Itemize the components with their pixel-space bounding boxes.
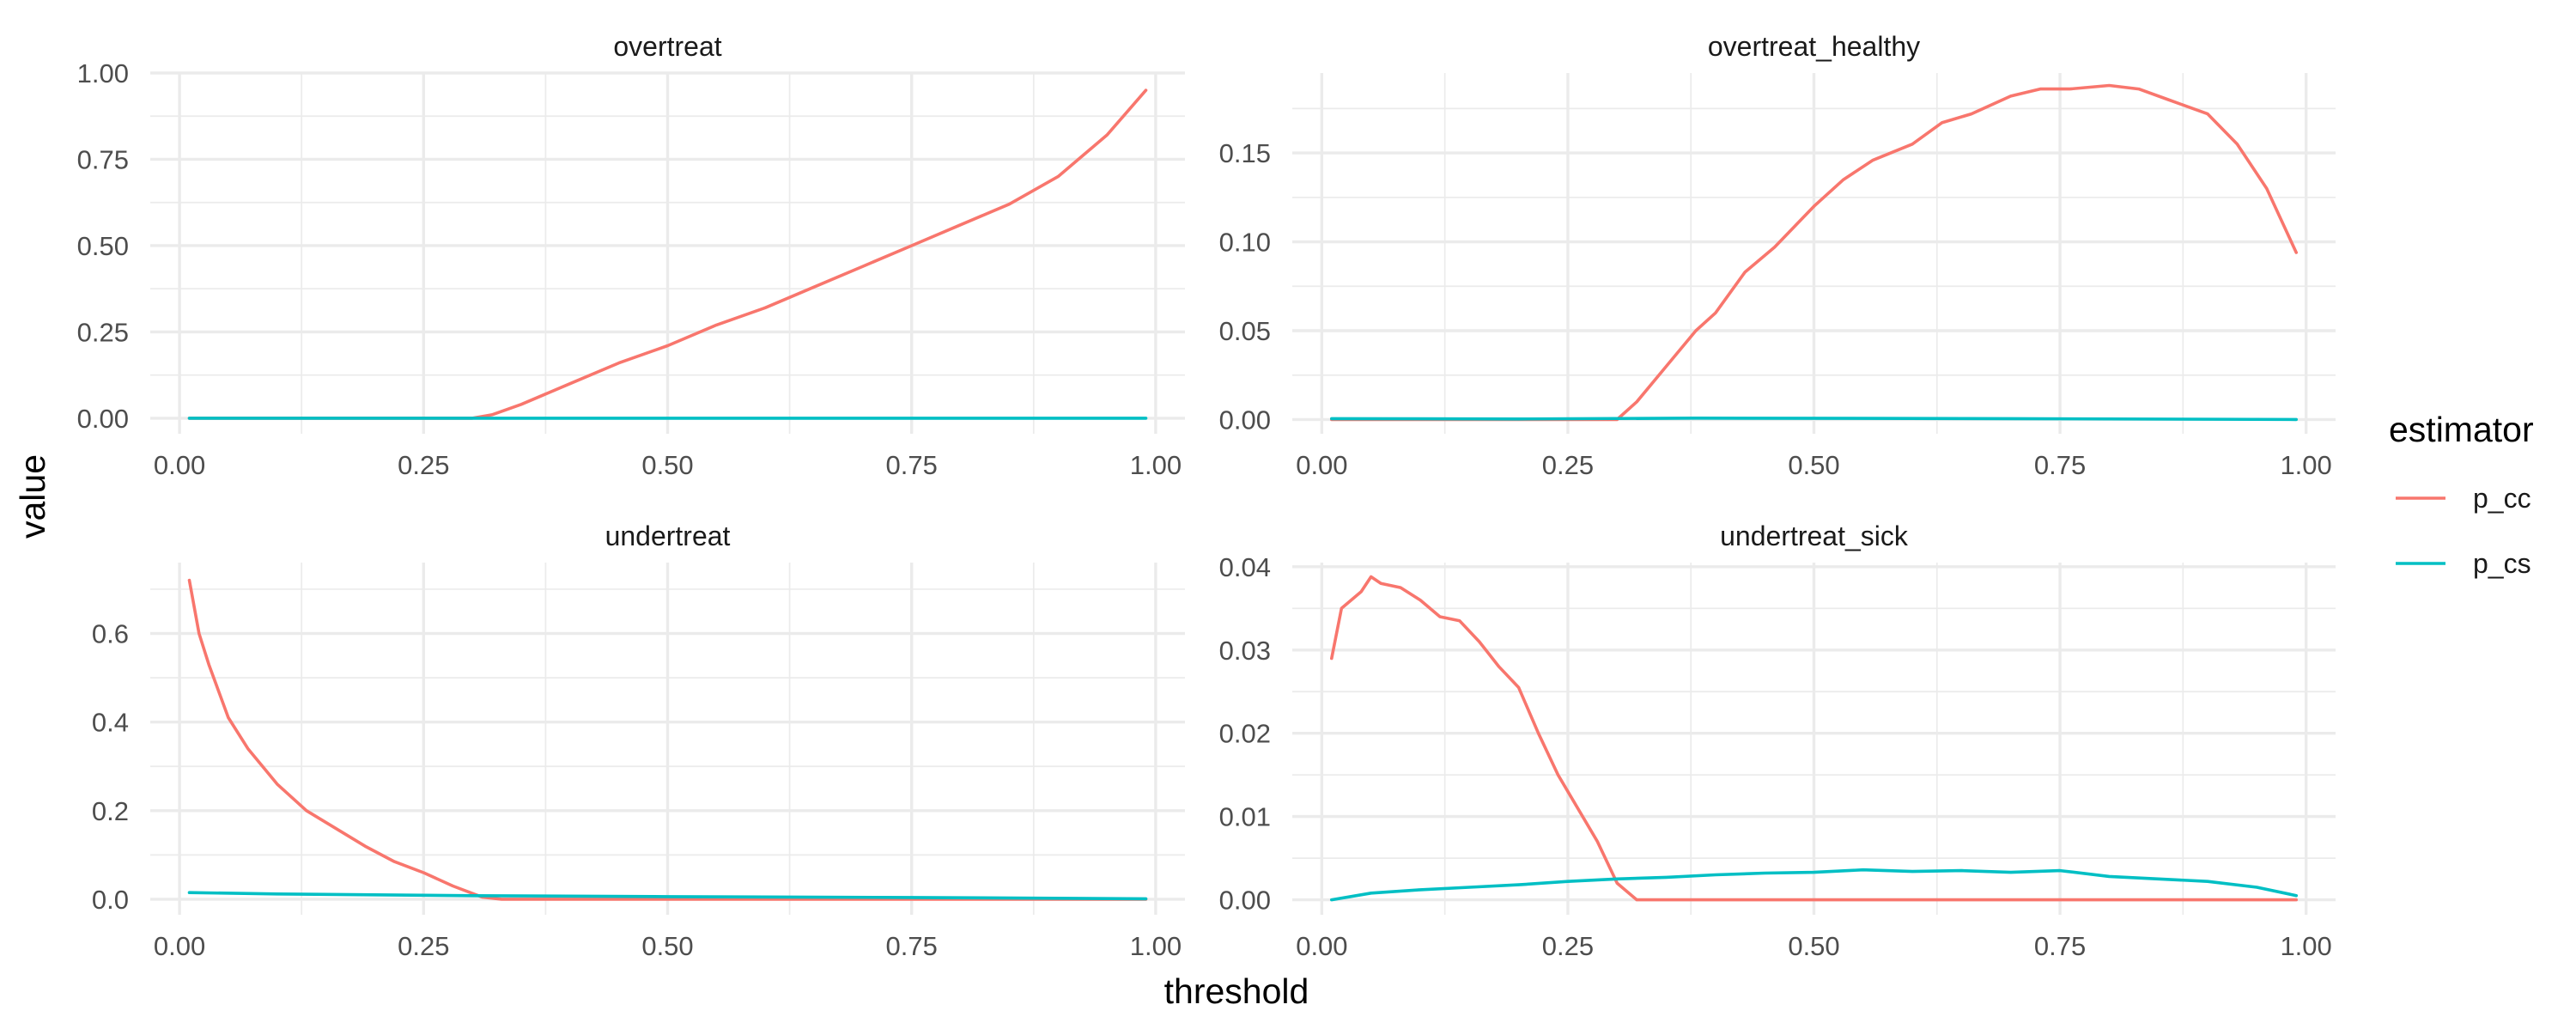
x-tick-label: 1.00: [2280, 450, 2331, 480]
x-tick-label: 0.50: [1788, 931, 1839, 961]
x-tick-label: 0.50: [641, 450, 693, 480]
series-line-p-cs: [1330, 416, 2298, 422]
x-tick-label: 0.25: [1542, 450, 1594, 480]
y-tick-label: 0.03: [1219, 636, 1271, 666]
facet-panel-undertreat: undertreat 0.00 0.25 0.50 0.75 1.00 0.0 0.2 0.4 0…: [92, 521, 1185, 961]
x-tick-label: 0.50: [641, 931, 693, 961]
y-axis-title: value: [13, 454, 52, 539]
series-line-p-cc: [187, 578, 1148, 901]
x-tick-label: 1.00: [1130, 450, 1182, 480]
legend-label-p-cc: p_cc: [2473, 483, 2531, 514]
x-tick-label: 0.25: [398, 931, 449, 961]
x-tick-label: 0.00: [1296, 931, 1347, 961]
x-tick-label: 1.00: [2280, 931, 2331, 961]
x-tick-label: 0.50: [1788, 450, 1839, 480]
y-tick-label: 0.75: [77, 144, 129, 174]
y-tick-label: 0.6: [92, 619, 129, 649]
y-tick-label: 0.00: [1219, 405, 1271, 435]
y-tick-label: 0.01: [1219, 802, 1271, 832]
legend-title: estimator: [2389, 410, 2534, 449]
y-tick-label: 0.50: [77, 231, 129, 261]
facet-title: overtreat: [613, 31, 721, 62]
series-line-p-cs: [1330, 868, 2298, 902]
y-tick-label: 0.04: [1219, 552, 1271, 582]
facet-title: undertreat: [605, 521, 731, 551]
x-tick-label: 0.75: [2034, 450, 2086, 480]
legend-entries: p_cc p_cs: [2396, 483, 2531, 579]
x-tick-label: 0.00: [154, 931, 205, 961]
series-line-p-cc: [1330, 575, 2298, 902]
series-line-p-cc: [187, 88, 1148, 420]
facet-panel-overtreat: overtreat 0.00 0.25 0.50 0.75 1.00 0.00 0.25 0.5…: [77, 31, 1185, 480]
y-tick-label: 0.25: [77, 317, 129, 347]
facet-panels: overtreat 0.00 0.25 0.50 0.75 1.00 0.00 0.25 0.5…: [77, 31, 2336, 961]
facet-panel-overtreat-healthy: overtreat_healthy 0.00 0.25 0.50 0.75 1.00 0.0…: [1219, 31, 2336, 480]
x-tick-label: 0.25: [1542, 931, 1594, 961]
legend: estimator p_cc p_cs: [2389, 410, 2534, 579]
y-tick-label: 0.15: [1219, 138, 1271, 168]
y-tick-label: 0.00: [77, 404, 129, 434]
x-tick-label: 0.75: [2034, 931, 2086, 961]
facet-panel-undertreat-sick: undertreat_sick 0.00 0.25 0.50 0.75 1.00 0.00 0…: [1219, 521, 2336, 961]
x-tick-label: 0.00: [154, 450, 205, 480]
y-tick-label: 0.10: [1219, 228, 1271, 258]
y-tick-label: 0.00: [1219, 886, 1271, 916]
y-tick-label: 1.00: [77, 58, 129, 88]
x-axis-title: threshold: [1164, 971, 1309, 1011]
facet-title: undertreat_sick: [1720, 521, 1909, 551]
y-tick-label: 0.2: [92, 796, 129, 826]
y-tick-label: 0.0: [92, 885, 129, 915]
y-tick-label: 0.02: [1219, 719, 1271, 749]
x-tick-label: 0.00: [1296, 450, 1347, 480]
x-tick-label: 1.00: [1130, 931, 1182, 961]
facet-title: overtreat_healthy: [1708, 31, 1920, 62]
x-tick-label: 0.75: [886, 931, 938, 961]
x-tick-label: 0.75: [886, 450, 938, 480]
series-line-p-cs: [187, 891, 1148, 901]
y-tick-label: 0.4: [92, 708, 129, 738]
legend-label-p-cs: p_cs: [2473, 548, 2531, 579]
x-tick-label: 0.25: [398, 450, 449, 480]
y-tick-label: 0.05: [1219, 316, 1271, 346]
series-line-p-cc: [1330, 83, 2298, 422]
